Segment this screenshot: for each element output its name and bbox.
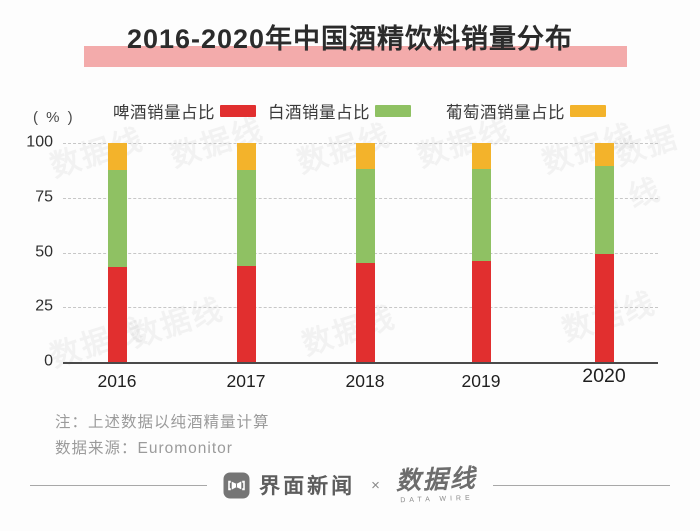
page-title: 2016-2020年中国酒精饮料销量分布 [126, 24, 574, 54]
data-wire-wordmark: 数据线 [395, 464, 478, 495]
y-tick-75: 75 [35, 188, 53, 206]
legend-swatch-beer [220, 105, 256, 117]
jiemian-news-logo-icon [223, 472, 250, 498]
legend-label-baijiu: 白酒销量占比 [268, 104, 370, 122]
x-label-2020: 2020 [582, 365, 626, 387]
chart-note: 注：上述数据以纯酒精量计算 [55, 414, 270, 431]
bar-2019-啤酒销量占比 [471, 261, 491, 362]
legend-item-baijiu: 白酒销量占比 [268, 101, 411, 122]
bar-2016-白酒销量占比 [107, 170, 127, 267]
legend-swatch-baijiu [375, 105, 411, 117]
footer: 界面新闻 × 数据线 DATA WIRE [0, 460, 700, 510]
legend-item-wine: 葡萄酒销量占比 [446, 101, 606, 122]
x-label-2017: 2017 [226, 371, 266, 391]
x-label-2016: 2016 [97, 371, 137, 391]
legend-label-wine: 葡萄酒销量占比 [446, 104, 565, 122]
footer-rule-left [30, 484, 208, 486]
stacked-bar-plot: 0 25 50 75 100 2016 2017 2018 2019 2020 [26, 134, 658, 391]
footer-rule-right [492, 484, 670, 486]
bar-2017-啤酒销量占比 [236, 265, 256, 362]
y-tick-25: 25 [35, 297, 53, 315]
y-tick-0: 0 [44, 352, 53, 370]
bar-2019-白酒销量占比 [471, 169, 491, 262]
bar-2016-葡萄酒销量占比 [107, 143, 127, 171]
data-wire-subtitle: DATA WIRE [400, 494, 474, 504]
footer-separator: × [371, 476, 380, 494]
data-wire-logo: 数据线 DATA WIRE [395, 464, 478, 504]
bar-2017-葡萄酒销量占比 [236, 143, 256, 171]
x-axis-line [63, 362, 658, 364]
x-label-2019: 2019 [461, 371, 501, 391]
y-axis-unit-label: ( % ) [33, 109, 75, 126]
bar-2020-白酒销量占比 [594, 166, 614, 254]
x-label-2018: 2018 [345, 371, 385, 391]
jiemian-news-wordmark: 界面新闻 [259, 475, 356, 498]
legend-swatch-wine [570, 105, 606, 117]
y-tick-100: 100 [26, 133, 53, 151]
bar-2018-葡萄酒销量占比 [355, 143, 375, 170]
bar-2016-啤酒销量占比 [107, 266, 127, 362]
y-tick-50: 50 [35, 243, 53, 261]
footer-brands: 界面新闻 × 数据线 DATA WIRE [223, 464, 478, 504]
legend-item-beer: 啤酒销量占比 [113, 101, 256, 122]
bar-2020-啤酒销量占比 [594, 253, 614, 362]
bar-2017-白酒销量占比 [236, 170, 256, 266]
bar-2020-葡萄酒销量占比 [594, 143, 614, 166]
bar-2019-葡萄酒销量占比 [471, 143, 491, 170]
title-highlight-band [84, 46, 627, 67]
bar-2018-啤酒销量占比 [355, 263, 375, 362]
legend-label-beer: 啤酒销量占比 [113, 104, 215, 122]
bar-2018-白酒销量占比 [355, 169, 375, 264]
data-source-note: 数据来源：Euromonitor [55, 440, 233, 457]
